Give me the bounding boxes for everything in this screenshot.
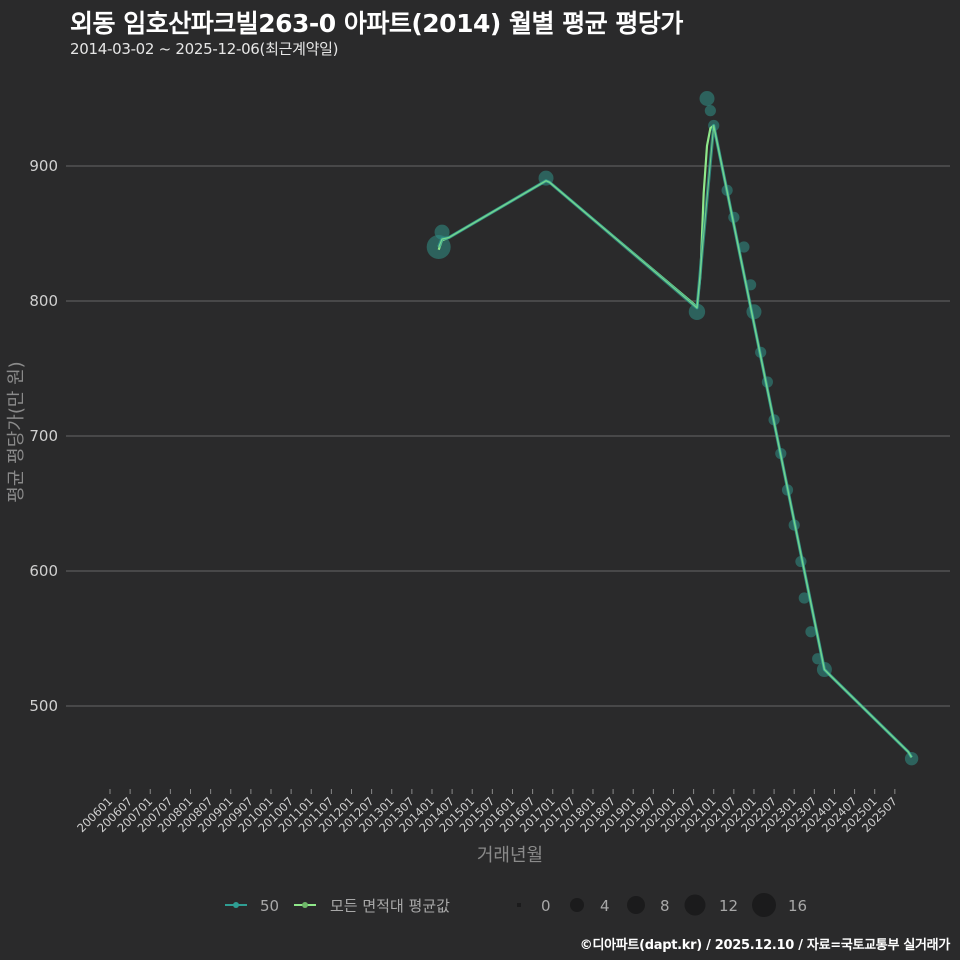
size-dot-icon: [570, 898, 584, 912]
legend-dot-icon: [302, 902, 308, 908]
x-axis-ticks: 2006012006072007012007072008012008072009…: [74, 789, 900, 835]
y-axis-ticks: 500 600 700 800 900: [29, 157, 58, 715]
data-point: [688, 303, 706, 320]
data-point: [704, 105, 716, 117]
size-legend: 0 4 8 12 16: [517, 893, 807, 917]
data-points: [426, 90, 919, 766]
y-tick-label: 600: [29, 562, 58, 580]
size-label: 16: [788, 897, 807, 915]
size-dot-icon: [752, 893, 776, 917]
legend-label: 50: [260, 897, 279, 915]
data-point: [699, 90, 715, 107]
chart-subtitle: 2014-03-02 ~ 2025-12-06(최근계약일): [70, 40, 339, 58]
gridlines: [66, 165, 950, 707]
legend-dot-icon: [233, 902, 239, 908]
y-axis-title: 평균 평당가(만 원): [6, 361, 27, 502]
size-label: 0: [541, 897, 551, 915]
data-point: [798, 592, 810, 604]
size-dot-icon: [627, 896, 645, 914]
size-label: 12: [719, 897, 738, 915]
size-label: 4: [600, 897, 610, 915]
chart-title: 외동 임호산파크빌263-0 아파트(2014) 월별 평균 평당가: [70, 9, 683, 38]
size-dot-icon: [517, 903, 521, 907]
legend-label: 모든 면적대 평균값: [330, 897, 450, 915]
series-line-50-highlight: [438, 124, 913, 758]
series-line-average: [437, 124, 913, 758]
size-label: 8: [660, 897, 670, 915]
data-point: [805, 626, 817, 638]
x-axis-title: 거래년월: [477, 845, 543, 866]
legend-item-50[interactable]: 50: [225, 897, 279, 915]
size-dot-icon: [684, 894, 706, 916]
series-line-50: [437, 123, 913, 759]
y-tick-label: 900: [29, 157, 58, 175]
data-point: [434, 224, 450, 240]
y-tick-label: 700: [29, 427, 58, 445]
footer-credit: ©디아파트(dapt.kr) / 2025.12.10 / 자료=국토교통부 실…: [579, 938, 951, 953]
data-point: [904, 751, 919, 766]
y-tick-label: 800: [29, 292, 58, 310]
series-lines: [437, 123, 913, 759]
legend-item-avg[interactable]: 모든 면적대 평균값: [294, 897, 450, 915]
legend: 50 모든 면적대 평균값 0 4 8 12 16: [225, 893, 807, 917]
data-point: [738, 241, 750, 253]
y-tick-label: 500: [29, 697, 58, 715]
